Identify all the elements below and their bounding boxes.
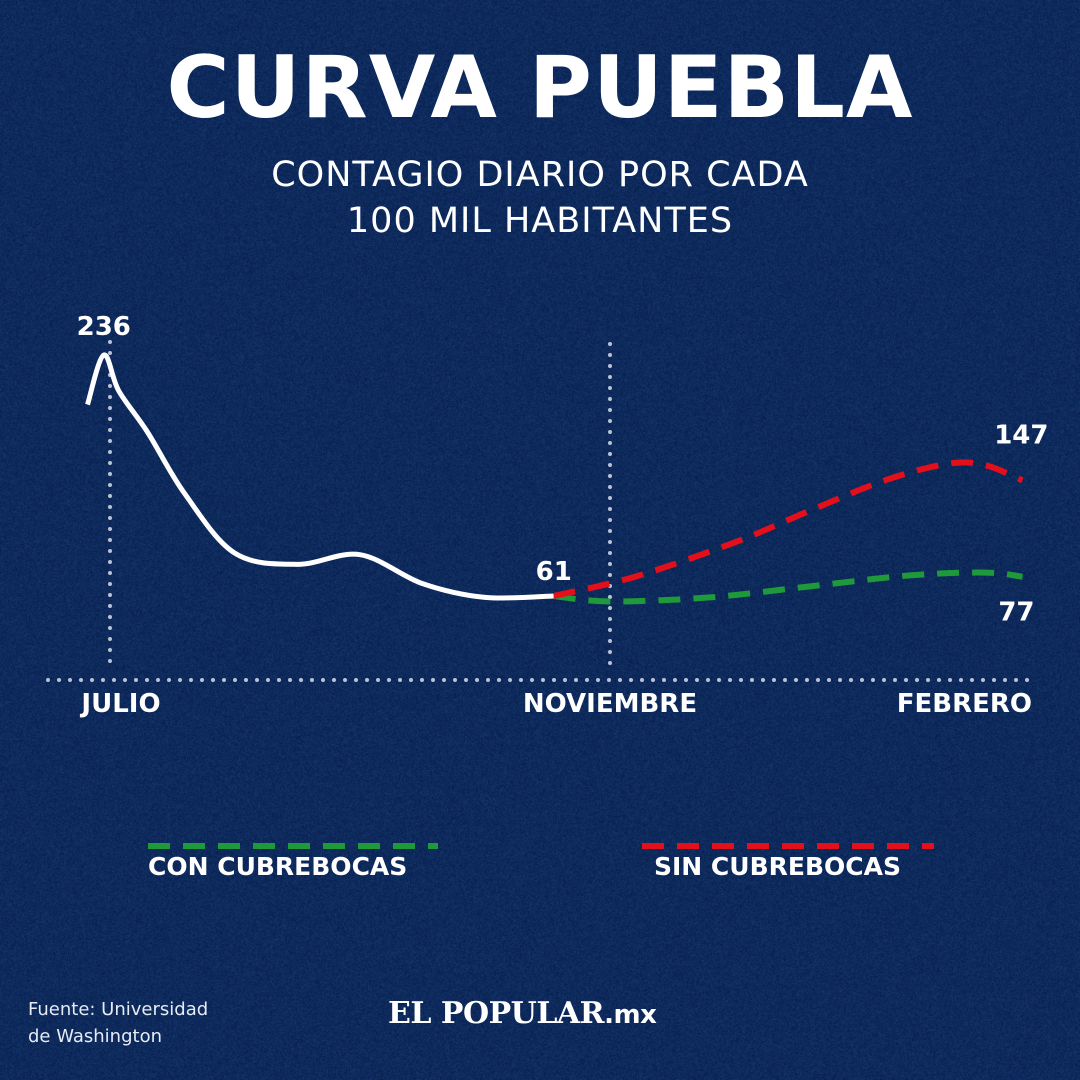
x-tick-label-1: NOVIEMBRE <box>523 689 697 719</box>
infographic: CURVA PUEBLA CONTAGIO DIARIO POR CADA 10… <box>0 0 1080 1080</box>
brand-name: EL POPULAR <box>388 996 604 1031</box>
source-line-1: Fuente: Universidad <box>28 996 208 1023</box>
series-historical-line <box>88 355 554 598</box>
source-line-2: de Washington <box>28 1023 208 1050</box>
x-tick-label-2: FEBRERO <box>897 689 1032 719</box>
brand-logo: EL POPULAR.mx <box>388 996 656 1033</box>
legend-sin-cubrebocas: SIN CUBREBOCAS <box>654 852 901 882</box>
data-label-historical-0: 236 <box>77 312 131 342</box>
source-note: Fuente: Universidad de Washington <box>28 996 208 1050</box>
brand-domain: .mx <box>604 1000 656 1030</box>
x-tick-label-0: JULIO <box>79 689 160 719</box>
x-tick-labels: JULIO NOVIEMBRE FEBRERO <box>79 689 1032 719</box>
data-label-sin_cubrebocas-0: 147 <box>994 421 1048 451</box>
data-labels: 236 61 77 147 <box>77 312 1049 628</box>
data-label-con_cubrebocas-0: 77 <box>998 598 1034 628</box>
data-label-historical-1: 61 <box>536 557 572 587</box>
legend-con-cubrebocas: CON CUBREBOCAS <box>148 852 407 882</box>
line-chart: 236 61 77 147 JULIO NOVIEMBRE FEBRERO <box>0 0 1080 1080</box>
